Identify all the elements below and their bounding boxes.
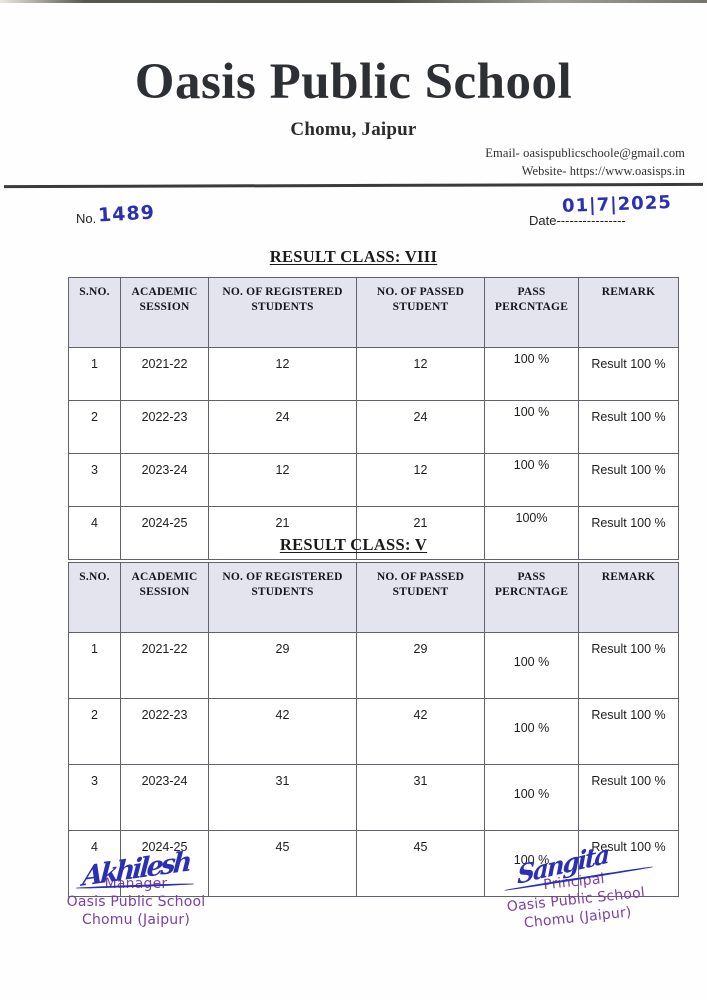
column-header-remark: REMARK xyxy=(578,562,679,633)
cell-passed: 24 xyxy=(356,400,485,454)
cell-registered: 45 xyxy=(208,830,357,897)
cell-remark: Result 100 % xyxy=(578,453,679,507)
column-header-sno: S.NO. xyxy=(68,277,121,348)
cell-passed: 29 xyxy=(356,632,485,699)
cell-remark: Result 100 % xyxy=(578,347,679,401)
cell-passed: 42 xyxy=(356,698,485,765)
letterhead: Oasis Public School Chomu, Jaipur xyxy=(0,0,707,141)
cell-percentage: 100 % xyxy=(484,830,579,897)
cell-sno: 1 xyxy=(68,347,121,401)
cell-remark: Result 100 % xyxy=(578,632,679,699)
scan-top-edge-artifact xyxy=(0,0,707,3)
column-header-session: ACADEMIC SESSION xyxy=(120,562,209,633)
contact-block: Email- oasispublicschoole@gmail.com Webs… xyxy=(485,144,685,180)
cell-registered: 31 xyxy=(208,764,357,831)
cell-remark: Result 100 % xyxy=(578,400,679,454)
section-title-class-viii: RESULT CLASS: VIII xyxy=(269,247,438,266)
column-header-registered: NO. OF REGISTERED STUDENTS xyxy=(208,277,357,348)
result-table-class-v: S.NO. ACADEMIC SESSION NO. OF REGISTERED… xyxy=(68,562,679,897)
cell-sno: 3 xyxy=(68,453,121,507)
school-name-title: Oasis Public School xyxy=(134,54,573,110)
cell-remark: Result 100 % xyxy=(578,506,679,560)
column-header-passed: NO. OF PASSED STUDENT xyxy=(356,562,485,633)
cell-sno: 4 xyxy=(68,506,121,560)
school-city-subtitle: Chomu, Jaipur xyxy=(290,118,417,140)
cell-passed: 45 xyxy=(356,830,485,897)
cell-registered: 12 xyxy=(208,347,357,401)
result-table-class-viii: S.NO. ACADEMIC SESSION NO. OF REGISTERED… xyxy=(68,277,679,560)
cell-registered: 42 xyxy=(208,698,357,765)
column-header-remark: REMARK xyxy=(578,277,679,348)
cell-session: 2023-24 xyxy=(120,453,209,507)
cell-registered: 29 xyxy=(208,632,357,699)
cell-session: 2021-22 xyxy=(120,632,209,699)
cell-passed: 12 xyxy=(356,347,485,401)
cell-sno: 2 xyxy=(68,698,121,765)
date-field: Date---------------- 01|7|2025 xyxy=(529,192,672,228)
cell-session: 2022-23 xyxy=(120,400,209,454)
table-row: 1 2021-22 29 29 100 % Result 100 % xyxy=(68,632,679,699)
date-handwritten-value: 01|7|2025 xyxy=(561,192,673,217)
cell-session: 2022-23 xyxy=(120,698,209,765)
cell-percentage: 100 % xyxy=(484,453,579,507)
reference-no-field: No. 1489 xyxy=(76,202,155,227)
cell-percentage: 100 % xyxy=(484,400,579,454)
cell-sno: 1 xyxy=(68,632,121,699)
cell-percentage: 100 % xyxy=(484,632,579,699)
cell-remark: Result 100 % xyxy=(578,764,679,831)
column-header-percentage: PASS PERCNTAGE xyxy=(484,277,579,348)
section-title-class-v: RESULT CLASS: V xyxy=(279,535,428,554)
table-row: 3 2023-24 12 12 100 % Result 100 % xyxy=(68,453,679,507)
cell-remark: Result 100 % xyxy=(578,698,679,765)
table-row: 2 2022-23 24 24 100 % Result 100 % xyxy=(68,400,679,454)
manager-signature-stamp: Akhilesh Manager Oasis Public School Cho… xyxy=(36,846,236,930)
cell-passed: 12 xyxy=(356,453,485,507)
column-header-registered: NO. OF REGISTERED STUDENTS xyxy=(208,562,357,633)
cell-registered: 12 xyxy=(208,453,357,507)
column-header-passed: NO. OF PASSED STUDENT xyxy=(356,277,485,348)
table-row: 2 2022-23 42 42 100 % Result 100 % xyxy=(68,698,679,765)
column-header-percentage: PASS PERCNTAGE xyxy=(484,562,579,633)
cell-session: 2024-25 xyxy=(120,506,209,560)
column-header-sno: S.NO. xyxy=(68,562,121,633)
table-row: 3 2023-24 31 31 100 % Result 100 % xyxy=(68,764,679,831)
cell-passed: 31 xyxy=(356,764,485,831)
website-line: Website- https://www.oasisps.in xyxy=(521,164,685,179)
table-header-row: S.NO. ACADEMIC SESSION NO. OF REGISTERED… xyxy=(68,562,679,633)
table-header-row: S.NO. ACADEMIC SESSION NO. OF REGISTERED… xyxy=(68,277,679,348)
reference-no-label: No. xyxy=(76,211,97,226)
cell-percentage: 100 % xyxy=(484,347,579,401)
date-label: Date---------------- xyxy=(529,213,626,228)
cell-remark: Result 100 % xyxy=(578,830,679,897)
manager-place-label: Chomu (Jaipur) xyxy=(81,911,190,928)
email-line: Email- oasispublicschoole@gmail.com xyxy=(485,146,685,160)
cell-sno: 2 xyxy=(68,400,121,454)
table-row: 4 2024-25 45 45 100 % Result 100 % xyxy=(68,830,679,897)
cell-session: 2021-22 xyxy=(120,347,209,401)
column-header-session: ACADEMIC SESSION xyxy=(120,277,209,348)
cell-percentage: 100 % xyxy=(484,698,579,765)
cell-session: 2023-24 xyxy=(120,764,209,831)
manager-school-label: Oasis Public School xyxy=(66,893,206,910)
table-row: 1 2021-22 12 12 100 % Result 100 % xyxy=(68,347,679,401)
cell-passed: 21 xyxy=(356,506,485,560)
table-row: 4 2024-25 21 21 100% Result 100 % xyxy=(68,506,679,560)
cell-registered: 21 xyxy=(208,506,357,560)
reference-no-handwritten-value: 1489 xyxy=(97,201,156,227)
cell-percentage: 100 % xyxy=(484,764,579,831)
cell-registered: 24 xyxy=(208,400,357,454)
cell-sno: 3 xyxy=(68,764,121,831)
cell-percentage: 100% xyxy=(484,506,579,560)
